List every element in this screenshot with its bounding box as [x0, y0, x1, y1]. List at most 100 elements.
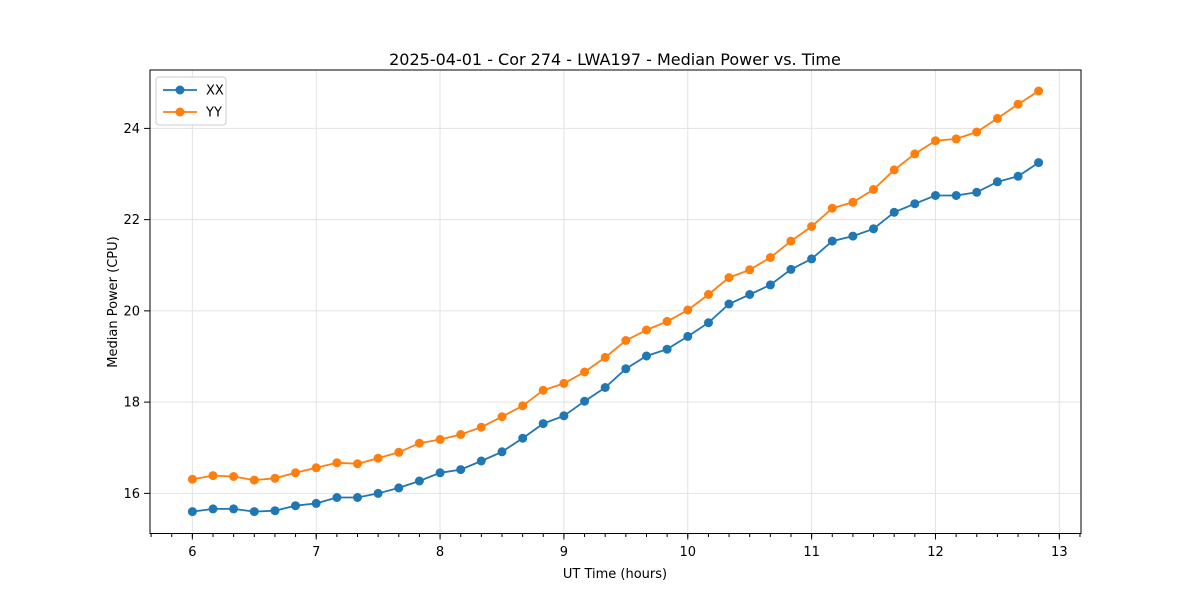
data-point-xx [848, 231, 858, 241]
gridlines [150, 70, 1081, 534]
legend-box [155, 76, 227, 126]
data-point-yy [662, 316, 672, 326]
data-point-yy [786, 236, 796, 246]
data-point-yy [580, 367, 590, 377]
data-point-yy [187, 474, 197, 484]
data-point-yy [683, 305, 693, 315]
data-point-yy [807, 222, 817, 231]
data-point-yy [249, 475, 259, 485]
plot-border [149, 69, 1082, 534]
data-point-xx [992, 177, 1002, 187]
data-point-xx [394, 483, 404, 493]
data-point-yy [538, 385, 548, 395]
data-point-xx [456, 465, 466, 475]
legend-label: YY [205, 106, 222, 121]
data-point-yy [951, 134, 961, 144]
data-point-yy [559, 378, 569, 388]
data-point-xx [229, 504, 239, 514]
x-tick-label: 13 [1051, 545, 1068, 560]
data-point-xx [951, 191, 961, 200]
data-point-yy [910, 149, 920, 159]
data-point-xx [1013, 171, 1023, 181]
data-point-yy [414, 438, 424, 448]
data-point-xx [414, 476, 424, 486]
legend-label: XX [206, 84, 224, 99]
data-point-yy [518, 401, 528, 411]
data-point-xx [683, 331, 693, 341]
data-point-yy [1013, 99, 1023, 109]
legend-marker [175, 107, 185, 117]
data-point-yy [827, 203, 837, 213]
data-point-xx [889, 207, 899, 217]
data-point-xx [580, 396, 590, 406]
data-point-yy [642, 325, 651, 335]
legend: XX YY [155, 76, 227, 126]
x-tick-label: 7 [312, 545, 320, 560]
data-point-xx [745, 290, 755, 299]
data-point-yy [889, 165, 899, 175]
legend-marker [175, 85, 185, 95]
data-point-xx [249, 507, 259, 517]
data-point-xx [931, 191, 940, 200]
data-point-xx [642, 351, 651, 361]
data-point-yy [992, 113, 1002, 123]
data-point-yy [972, 127, 982, 137]
y-tick-label: 18 [123, 396, 140, 411]
y-axis-tick-labels: 16 18 20 22 24 [123, 122, 140, 502]
data-point-xx [353, 493, 362, 502]
data-point-xx [538, 419, 548, 429]
series-xx-line [192, 161, 1040, 513]
data-point-yy [373, 453, 383, 463]
data-point-xx [559, 411, 569, 421]
data-point-yy [353, 459, 362, 469]
data-point-yy [208, 471, 218, 481]
data-point-xx [518, 433, 528, 443]
data-point-xx [621, 364, 631, 374]
y-axis-label: Median Power (CPU) [106, 236, 121, 367]
data-point-yy [435, 435, 445, 444]
data-point-yy [291, 468, 300, 478]
x-tick-label: 10 [679, 545, 696, 560]
y-tick-label: 24 [123, 122, 140, 137]
y-axis-ticks [144, 127, 150, 494]
data-point-yy [497, 412, 507, 422]
data-point-yy [724, 273, 734, 283]
data-point-yy [848, 197, 858, 207]
data-point-xx [332, 493, 342, 502]
data-point-yy [600, 352, 610, 362]
data-point-yy [229, 472, 239, 481]
y-tick-label: 16 [123, 487, 140, 502]
y-tick-label: 20 [123, 304, 140, 319]
data-point-xx [910, 199, 920, 209]
data-point-yy [456, 430, 466, 439]
x-tick-label: 8 [436, 545, 444, 560]
data-point-xx [600, 383, 610, 392]
x-axis-label: UT Time (hours) [563, 567, 667, 582]
data-point-xx [208, 504, 218, 514]
data-point-xx [291, 501, 300, 511]
data-point-xx [704, 318, 713, 328]
y-tick-label: 22 [123, 213, 140, 228]
data-point-xx [765, 280, 775, 290]
data-point-xx [972, 187, 982, 197]
data-point-yy [765, 253, 775, 262]
data-point-yy [476, 422, 486, 432]
data-point-xx [476, 456, 486, 466]
data-point-yy [869, 185, 878, 194]
data-point-yy [270, 473, 280, 483]
data-point-yy [704, 290, 713, 299]
data-point-xx [373, 488, 383, 498]
data-point-yy [394, 447, 404, 457]
x-axis-ticks [150, 533, 1081, 540]
x-axis-tick-labels: 6 7 8 9 10 11 12 13 [188, 545, 1067, 560]
chart-title: 2025-04-01 - Cor 274 - LWA197 - Median P… [389, 50, 841, 69]
data-point-xx [724, 299, 734, 309]
series-group [187, 86, 1044, 517]
data-point-xx [270, 506, 280, 516]
data-point-xx [187, 507, 197, 517]
data-point-xx [662, 344, 672, 354]
data-point-yy [745, 265, 755, 275]
data-point-xx [311, 498, 321, 508]
